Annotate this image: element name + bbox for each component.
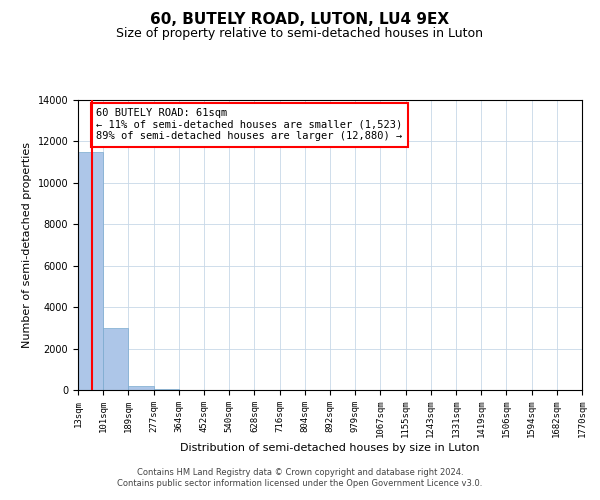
Text: 60, BUTELY ROAD, LUTON, LU4 9EX: 60, BUTELY ROAD, LUTON, LU4 9EX [151, 12, 449, 28]
Bar [78, 152, 103, 390]
Bar [128, 386, 154, 390]
Text: Contains HM Land Registry data © Crown copyright and database right 2024.
Contai: Contains HM Land Registry data © Crown c… [118, 468, 482, 487]
Bar [154, 389, 179, 390]
Y-axis label: Number of semi-detached properties: Number of semi-detached properties [22, 142, 32, 348]
X-axis label: Distribution of semi-detached houses by size in Luton: Distribution of semi-detached houses by … [180, 443, 480, 453]
Text: 60 BUTELY ROAD: 61sqm
← 11% of semi-detached houses are smaller (1,523)
89% of s: 60 BUTELY ROAD: 61sqm ← 11% of semi-deta… [96, 108, 403, 142]
Bar [103, 328, 128, 390]
Text: Size of property relative to semi-detached houses in Luton: Size of property relative to semi-detach… [116, 28, 484, 40]
